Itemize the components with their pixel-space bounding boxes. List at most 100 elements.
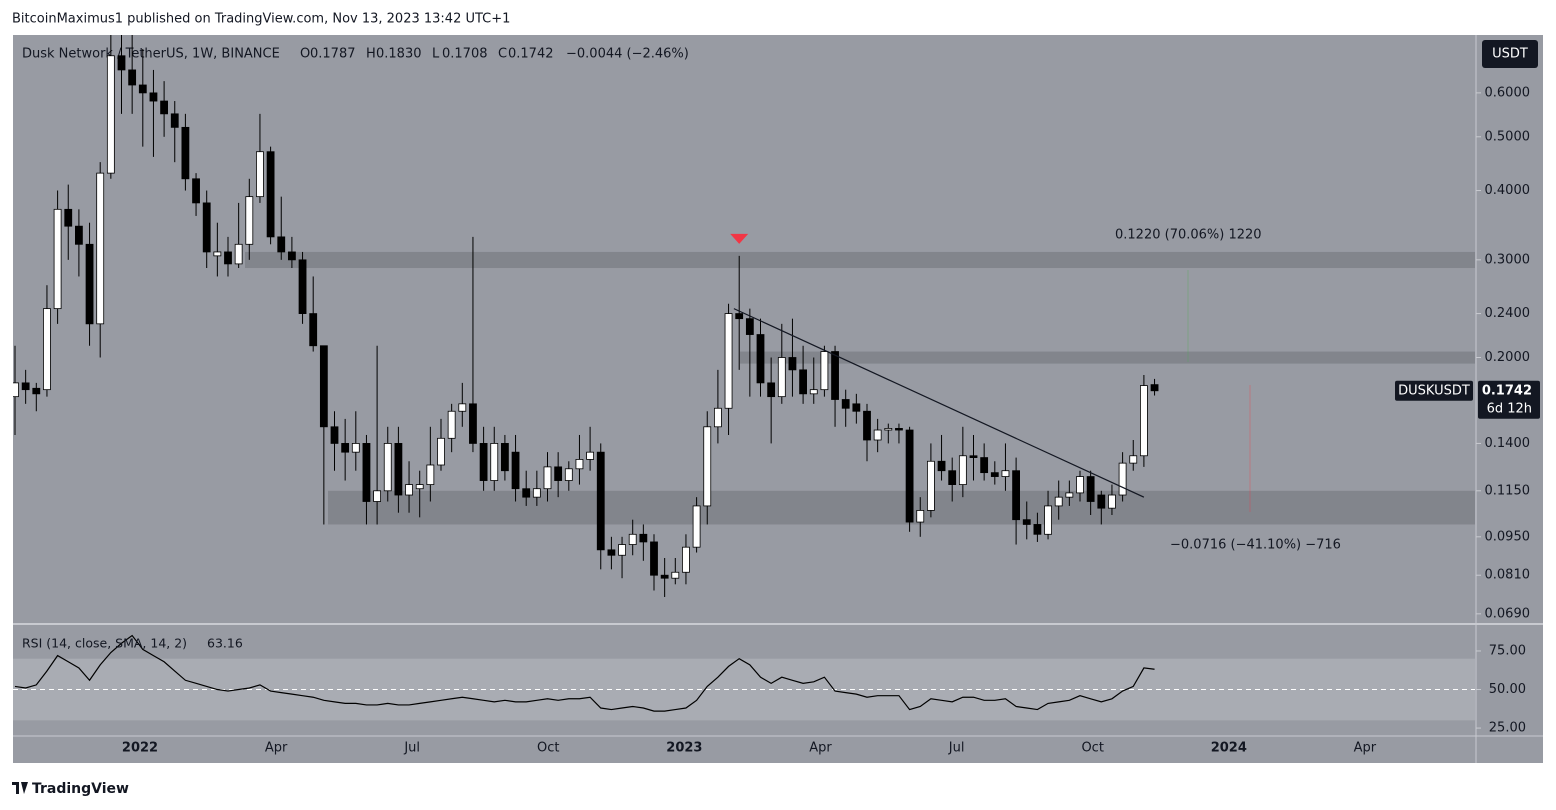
- candle-body: [1129, 455, 1138, 464]
- x-tick-label: Apr: [809, 741, 832, 756]
- candle-body: [554, 466, 563, 481]
- candle-body: [256, 151, 264, 198]
- candle-body: [298, 259, 307, 314]
- candle-body: [1044, 505, 1052, 535]
- candle-body: [884, 428, 893, 431]
- candle-body: [447, 410, 456, 439]
- rsi-line: [14, 634, 1155, 712]
- candle-body: [383, 443, 392, 492]
- candle-body: [469, 403, 477, 444]
- candle-body: [1076, 476, 1084, 494]
- candle-body: [650, 541, 658, 576]
- rsi-title: RSI (14, close, SMA, 14, 2): [22, 636, 187, 651]
- candle-body: [351, 443, 360, 453]
- candle-body: [820, 351, 829, 391]
- candle-body: [1108, 494, 1116, 509]
- candle-body: [170, 113, 179, 128]
- candle-body: [500, 443, 509, 472]
- axes: 0.6000 0.5000 0.4000 0.3000 0.2400 0.2000 0.14…: [122, 85, 1540, 756]
- candle-body: [75, 225, 83, 245]
- y-tick-label: 0.2000: [1485, 350, 1531, 365]
- candle-body: [138, 84, 147, 94]
- candle-body: [64, 208, 73, 227]
- candle-body: [927, 460, 935, 511]
- candle-body: [394, 443, 403, 496]
- candle-body: [852, 403, 861, 412]
- candle-body: [958, 455, 967, 485]
- candle-body: [330, 426, 339, 444]
- y-tick-label: 0.0690: [1485, 606, 1531, 621]
- candle-body: [1033, 524, 1042, 535]
- countdown: 6d 12h: [1487, 401, 1532, 416]
- candle-body: [767, 382, 776, 398]
- candle-body: [777, 357, 786, 398]
- rsi-pane: RSI (14, close, SMA, 14, 2) 63.16: [13, 634, 1475, 721]
- candle-body: [479, 443, 488, 481]
- candle-body: [607, 549, 616, 556]
- candle-body: [873, 429, 882, 441]
- candle-body: [309, 313, 318, 347]
- y-tick-label: 0.1150: [1485, 483, 1531, 498]
- candle-body: [234, 243, 243, 265]
- candle-body: [1140, 385, 1148, 457]
- candle-body: [373, 490, 382, 502]
- candle-body: [43, 308, 51, 391]
- candle-body: [596, 451, 605, 551]
- candle-body: [277, 236, 286, 253]
- annotation: 0.1220 (70.06%) 1220: [1115, 228, 1262, 243]
- currency: USDT: [1492, 47, 1528, 62]
- candle-body: [21, 382, 30, 391]
- x-tick-label: Jul: [948, 741, 965, 756]
- chart-background: [13, 35, 1543, 763]
- x-tick-label: 2022: [122, 741, 158, 756]
- logo: [12, 782, 28, 794]
- candle-body: [628, 533, 637, 545]
- candle-body: [1097, 494, 1106, 509]
- y-tick-label: 0.2400: [1485, 306, 1531, 321]
- y-tick-label: 0.0810: [1485, 568, 1531, 583]
- candle-body: [799, 369, 807, 395]
- candle-body: [160, 100, 169, 115]
- peak-marker: [730, 233, 749, 244]
- candle-body: [181, 126, 190, 180]
- candle-body: [192, 178, 200, 204]
- ohlc-key: C: [498, 47, 507, 62]
- symbol-title: Dusk Network / TetherUS, 1W, BINANCE: [22, 47, 280, 62]
- candle-body: [1001, 470, 1010, 477]
- publisher: BitcoinMaximus1 published on TradingView…: [12, 12, 510, 27]
- candle-body: [53, 208, 62, 310]
- candle-body: [682, 546, 690, 573]
- candle-body: [415, 484, 424, 490]
- y-tick-label: 0.3000: [1485, 252, 1531, 267]
- candle-body: [117, 55, 126, 71]
- x-tick-label: Oct: [537, 741, 559, 756]
- candle-body: [990, 472, 999, 477]
- candle-body: [564, 468, 573, 481]
- candle-body: [703, 426, 712, 507]
- candle-body: [809, 389, 818, 395]
- candle-body: [128, 69, 137, 86]
- candle-body: [13, 382, 19, 398]
- x-tick-label: Oct: [1081, 741, 1103, 756]
- x-tick-label: 2023: [666, 741, 702, 756]
- candle-body: [149, 92, 158, 102]
- candle-body: [341, 443, 350, 453]
- x-tick-label: Apr: [265, 741, 288, 756]
- x-tick-label: Apr: [1354, 741, 1377, 756]
- candle-body: [266, 151, 275, 238]
- y-tick-label: 0.0950: [1485, 529, 1531, 544]
- candle-body: [202, 202, 211, 253]
- footer-brand: TradingView: [32, 781, 129, 797]
- candle-body: [405, 484, 413, 496]
- candle-body: [969, 455, 978, 458]
- y-tick-label: 0.6000: [1485, 85, 1531, 100]
- candle-body: [511, 451, 520, 490]
- candle-body: [863, 410, 871, 441]
- currency-box: [1482, 40, 1538, 68]
- candle-body: [745, 318, 754, 335]
- candle-body: [532, 488, 541, 498]
- annotation: −0.0716 (−41.10%) −716: [1170, 538, 1341, 553]
- zone: [328, 490, 1475, 525]
- ohlc-key: H: [366, 47, 376, 62]
